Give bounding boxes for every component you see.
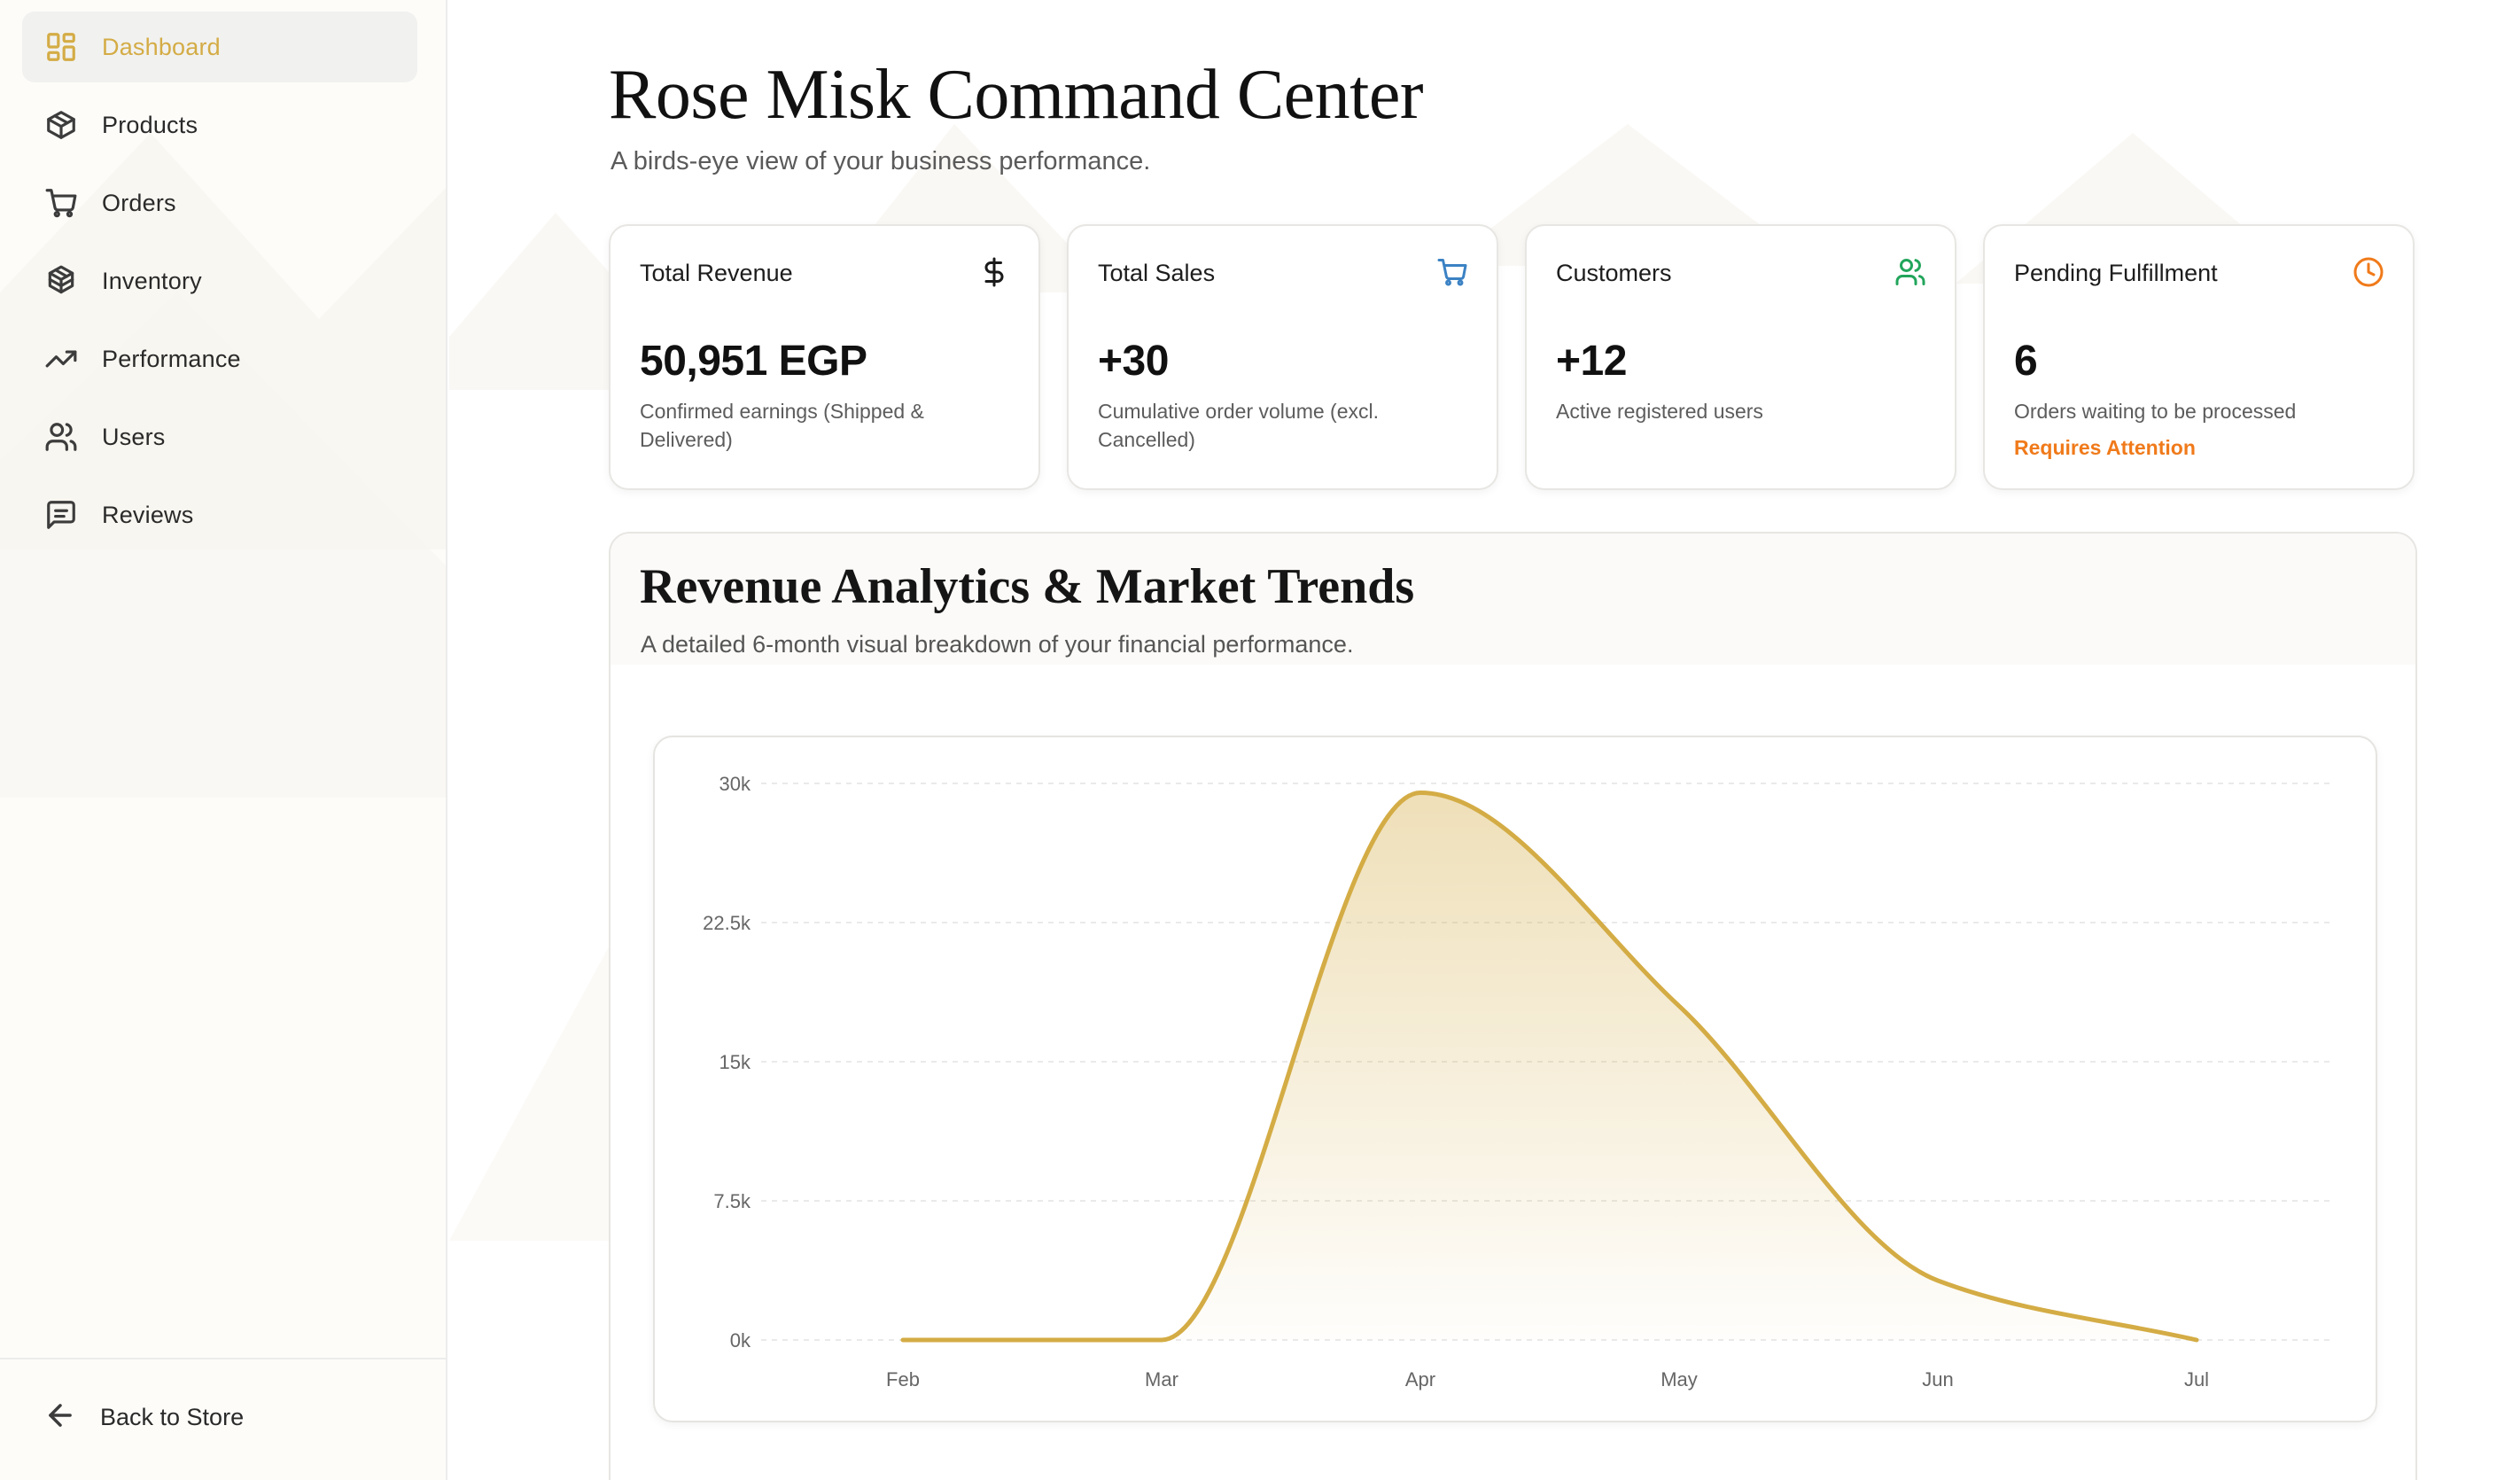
sidebar-item-reviews[interactable]: Reviews [22, 479, 417, 550]
x-tick-label: Apr [1405, 1368, 1435, 1390]
sidebar-item-label: Users [102, 423, 166, 450]
x-tick-label: Jun [1922, 1368, 1953, 1390]
stat-cards: Total Revenue 50,951 EGP Confirmed earning… [609, 224, 2415, 490]
sidebar-footer: Back to Store [0, 1358, 446, 1480]
x-tick-label: Feb [886, 1368, 920, 1390]
dashboard-grid-icon [43, 29, 79, 65]
analytics-title: Revenue Analytics & Market Trends [640, 559, 1415, 614]
stat-card-title: Customers [1556, 260, 1672, 286]
stat-card-description: Confirmed earnings (Shipped & Delivered) [640, 400, 924, 451]
main-content: Rose Misk Command Center A birds-eye vie… [449, 0, 2520, 1480]
page-subtitle: A birds-eye view of your business perfor… [611, 147, 1151, 175]
sidebar-item-dashboard[interactable]: Dashboard [22, 12, 417, 82]
trending-up-icon [43, 341, 79, 377]
y-tick-label: 0k [730, 1329, 751, 1351]
analytics-panel: Revenue Analytics & Market Trends A deta… [609, 532, 2417, 1480]
cart-icon [43, 185, 79, 221]
sidebar-item-orders[interactable]: Orders [22, 167, 417, 238]
x-tick-label: May [1661, 1368, 1698, 1390]
stat-card-value: +30 [1098, 338, 1169, 385]
y-tick-label: 22.5k [703, 912, 751, 934]
sidebar-item-products[interactable]: Products [22, 90, 417, 160]
sidebar-item-label: Products [102, 111, 198, 138]
message-square-icon [43, 497, 79, 533]
stat-card-title: Pending Fulfillment [2014, 260, 2218, 286]
stat-card-description: Active registered users [1556, 400, 1763, 423]
back-to-store-link[interactable]: Back to Store [43, 1398, 244, 1437]
dollar-icon [978, 256, 1010, 288]
sidebar-nav: Dashboard Products Orders Inventory Performa… [22, 12, 417, 557]
analytics-subtitle: A detailed 6-month visual breakdown of y… [641, 631, 1354, 658]
users-icon [1894, 256, 1926, 288]
stat-card-title: Total Revenue [640, 260, 793, 286]
stat-card-description: Cumulative order volume (excl. Cancelled… [1098, 400, 1380, 451]
sidebar-item-inventory[interactable]: Inventory [22, 245, 417, 316]
y-tick-label: 30k [719, 773, 751, 795]
revenue-chart-svg: 0k 7.5k 15k 22.5k 30k Feb Mar Apr May Jun Jul [703, 773, 2331, 1390]
requires-attention-badge: Requires Attention [2014, 436, 2196, 459]
boxes-icon [43, 263, 79, 299]
stat-card-title: Total Sales [1098, 260, 1216, 286]
y-tick-label: 7.5k [713, 1190, 751, 1212]
sidebar-item-label: Inventory [102, 267, 202, 294]
revenue-chart: 0k 7.5k 15k 22.5k 30k Feb Mar Apr May Jun Jul [653, 736, 2377, 1422]
sidebar: Dashboard Products Orders Inventory Performa… [0, 0, 447, 1480]
clock-icon [2353, 256, 2384, 288]
stat-card-value: +12 [1556, 338, 1627, 385]
y-tick-label: 15k [719, 1051, 751, 1073]
back-to-store-label: Back to Store [100, 1404, 245, 1430]
stat-card-value: 50,951 EGP [640, 338, 867, 385]
sidebar-item-label: Reviews [102, 501, 194, 528]
x-tick-label: Jul [2184, 1368, 2209, 1390]
stat-card-total-sales: Total Sales +30 Cumulative order volume (e… [1067, 224, 1498, 490]
x-tick-label: Mar [1145, 1368, 1178, 1390]
sidebar-item-label: Orders [102, 189, 176, 216]
sidebar-item-label: Performance [102, 345, 241, 372]
stat-card-total-revenue: Total Revenue 50,951 EGP Confirmed earning… [609, 224, 1040, 490]
users-icon [43, 419, 79, 455]
sidebar-item-label: Dashboard [102, 33, 221, 60]
stat-card-value: 6 [2014, 338, 2038, 385]
stat-card-pending-fulfillment: Pending Fulfillment 6 Orders waiting to be… [1983, 224, 2415, 490]
page-title: Rose Misk Command Center [609, 56, 1424, 134]
revenue-series-line [900, 790, 2199, 1343]
stat-card-customers: Customers +12 Active registered users [1525, 224, 1956, 490]
box-icon [43, 107, 79, 143]
sidebar-item-users[interactable]: Users [22, 401, 417, 472]
sidebar-item-performance[interactable]: Performance [22, 323, 417, 394]
arrow-left-icon [43, 1398, 77, 1437]
revenue-area-fill [903, 792, 2197, 1340]
stat-card-description: Orders waiting to be processed [2014, 400, 2297, 423]
analytics-header: Revenue Analytics & Market Trends A deta… [611, 534, 2415, 665]
cart-icon [1436, 256, 1468, 288]
